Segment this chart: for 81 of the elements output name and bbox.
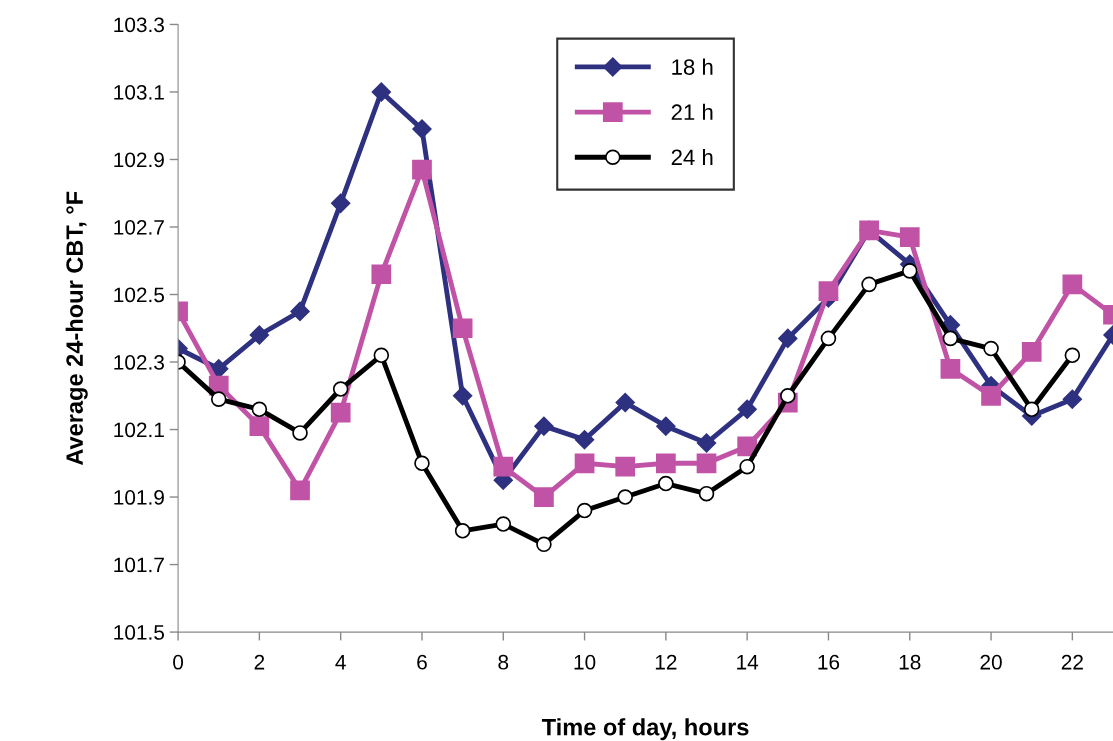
- y-axis-title: Average 24-hour CBT, °F: [65, 191, 88, 466]
- point: [696, 453, 717, 474]
- legend-label: 21 h: [671, 103, 713, 120]
- y-tick-label: 102.1: [114, 422, 164, 438]
- point: [737, 399, 757, 419]
- x-tick-label: 4: [335, 655, 346, 670]
- point: [332, 381, 349, 397]
- point: [778, 328, 798, 349]
- x-tick-label: 22: [1061, 654, 1083, 670]
- point: [615, 392, 635, 413]
- y-tick-label: 101.7: [114, 557, 164, 573]
- y-tick-label: 102.5: [114, 287, 165, 303]
- point: [210, 391, 227, 407]
- point: [698, 485, 715, 502]
- point: [1023, 401, 1040, 418]
- point: [534, 416, 554, 436]
- point: [290, 480, 310, 501]
- x-tick-label: 20: [980, 654, 1002, 670]
- y-tick-label: 101.9: [114, 490, 164, 505]
- point: [574, 453, 595, 474]
- point: [249, 325, 270, 345]
- x-tick-label: 2: [254, 654, 265, 670]
- point: [412, 159, 432, 180]
- point: [249, 416, 270, 437]
- point: [290, 301, 310, 322]
- x-tick-label: 0: [173, 654, 184, 670]
- y-tick-label: 102.7: [114, 219, 164, 235]
- point: [1021, 342, 1042, 362]
- point: [656, 416, 676, 436]
- point: [574, 429, 595, 450]
- point: [1062, 389, 1083, 409]
- point: [899, 227, 920, 247]
- point: [942, 330, 959, 347]
- point: [414, 455, 430, 472]
- point: [658, 475, 674, 492]
- y-tick-label: 102.3: [114, 355, 164, 370]
- point: [739, 458, 755, 475]
- point: [371, 82, 391, 102]
- point: [331, 193, 351, 214]
- point: [981, 385, 1001, 406]
- y-tick-label: 102.9: [114, 152, 164, 168]
- point: [452, 386, 473, 406]
- x-axis-title: Time of day, hours: [541, 718, 749, 741]
- point: [412, 119, 432, 139]
- legend-label: 18 h: [672, 58, 713, 75]
- point: [495, 516, 512, 532]
- point: [615, 456, 636, 477]
- point: [780, 387, 796, 404]
- point: [371, 264, 392, 285]
- point: [330, 402, 351, 423]
- x-tick-label: 14: [737, 655, 759, 670]
- y-tick-label: 101.5: [114, 625, 165, 640]
- x-tick-label: 8: [498, 654, 509, 670]
- y-tick-label: 103.3: [114, 17, 164, 33]
- x-tick-label: 10: [574, 654, 596, 670]
- point: [534, 487, 554, 507]
- point: [656, 453, 676, 474]
- x-tick-label: 6: [417, 654, 427, 670]
- point: [536, 536, 552, 553]
- point: [983, 340, 999, 357]
- legend-label: 24 h: [671, 148, 713, 166]
- x-tick-label: 16: [818, 654, 840, 670]
- point: [696, 433, 717, 453]
- point: [251, 401, 268, 418]
- point: [373, 347, 390, 364]
- point: [1062, 274, 1083, 295]
- x-tick-label: 12: [655, 654, 677, 670]
- point: [576, 502, 593, 519]
- point: [940, 358, 961, 379]
- point: [820, 330, 837, 347]
- x-tick-label: 18: [899, 654, 921, 670]
- point: [1064, 347, 1081, 364]
- point: [454, 523, 471, 539]
- point: [818, 281, 839, 301]
- point: [452, 318, 473, 339]
- point: [617, 489, 633, 505]
- point: [292, 425, 308, 441]
- y-tick-label: 103.1: [114, 84, 164, 100]
- point: [861, 276, 877, 293]
- point: [901, 263, 918, 279]
- point: [493, 456, 514, 477]
